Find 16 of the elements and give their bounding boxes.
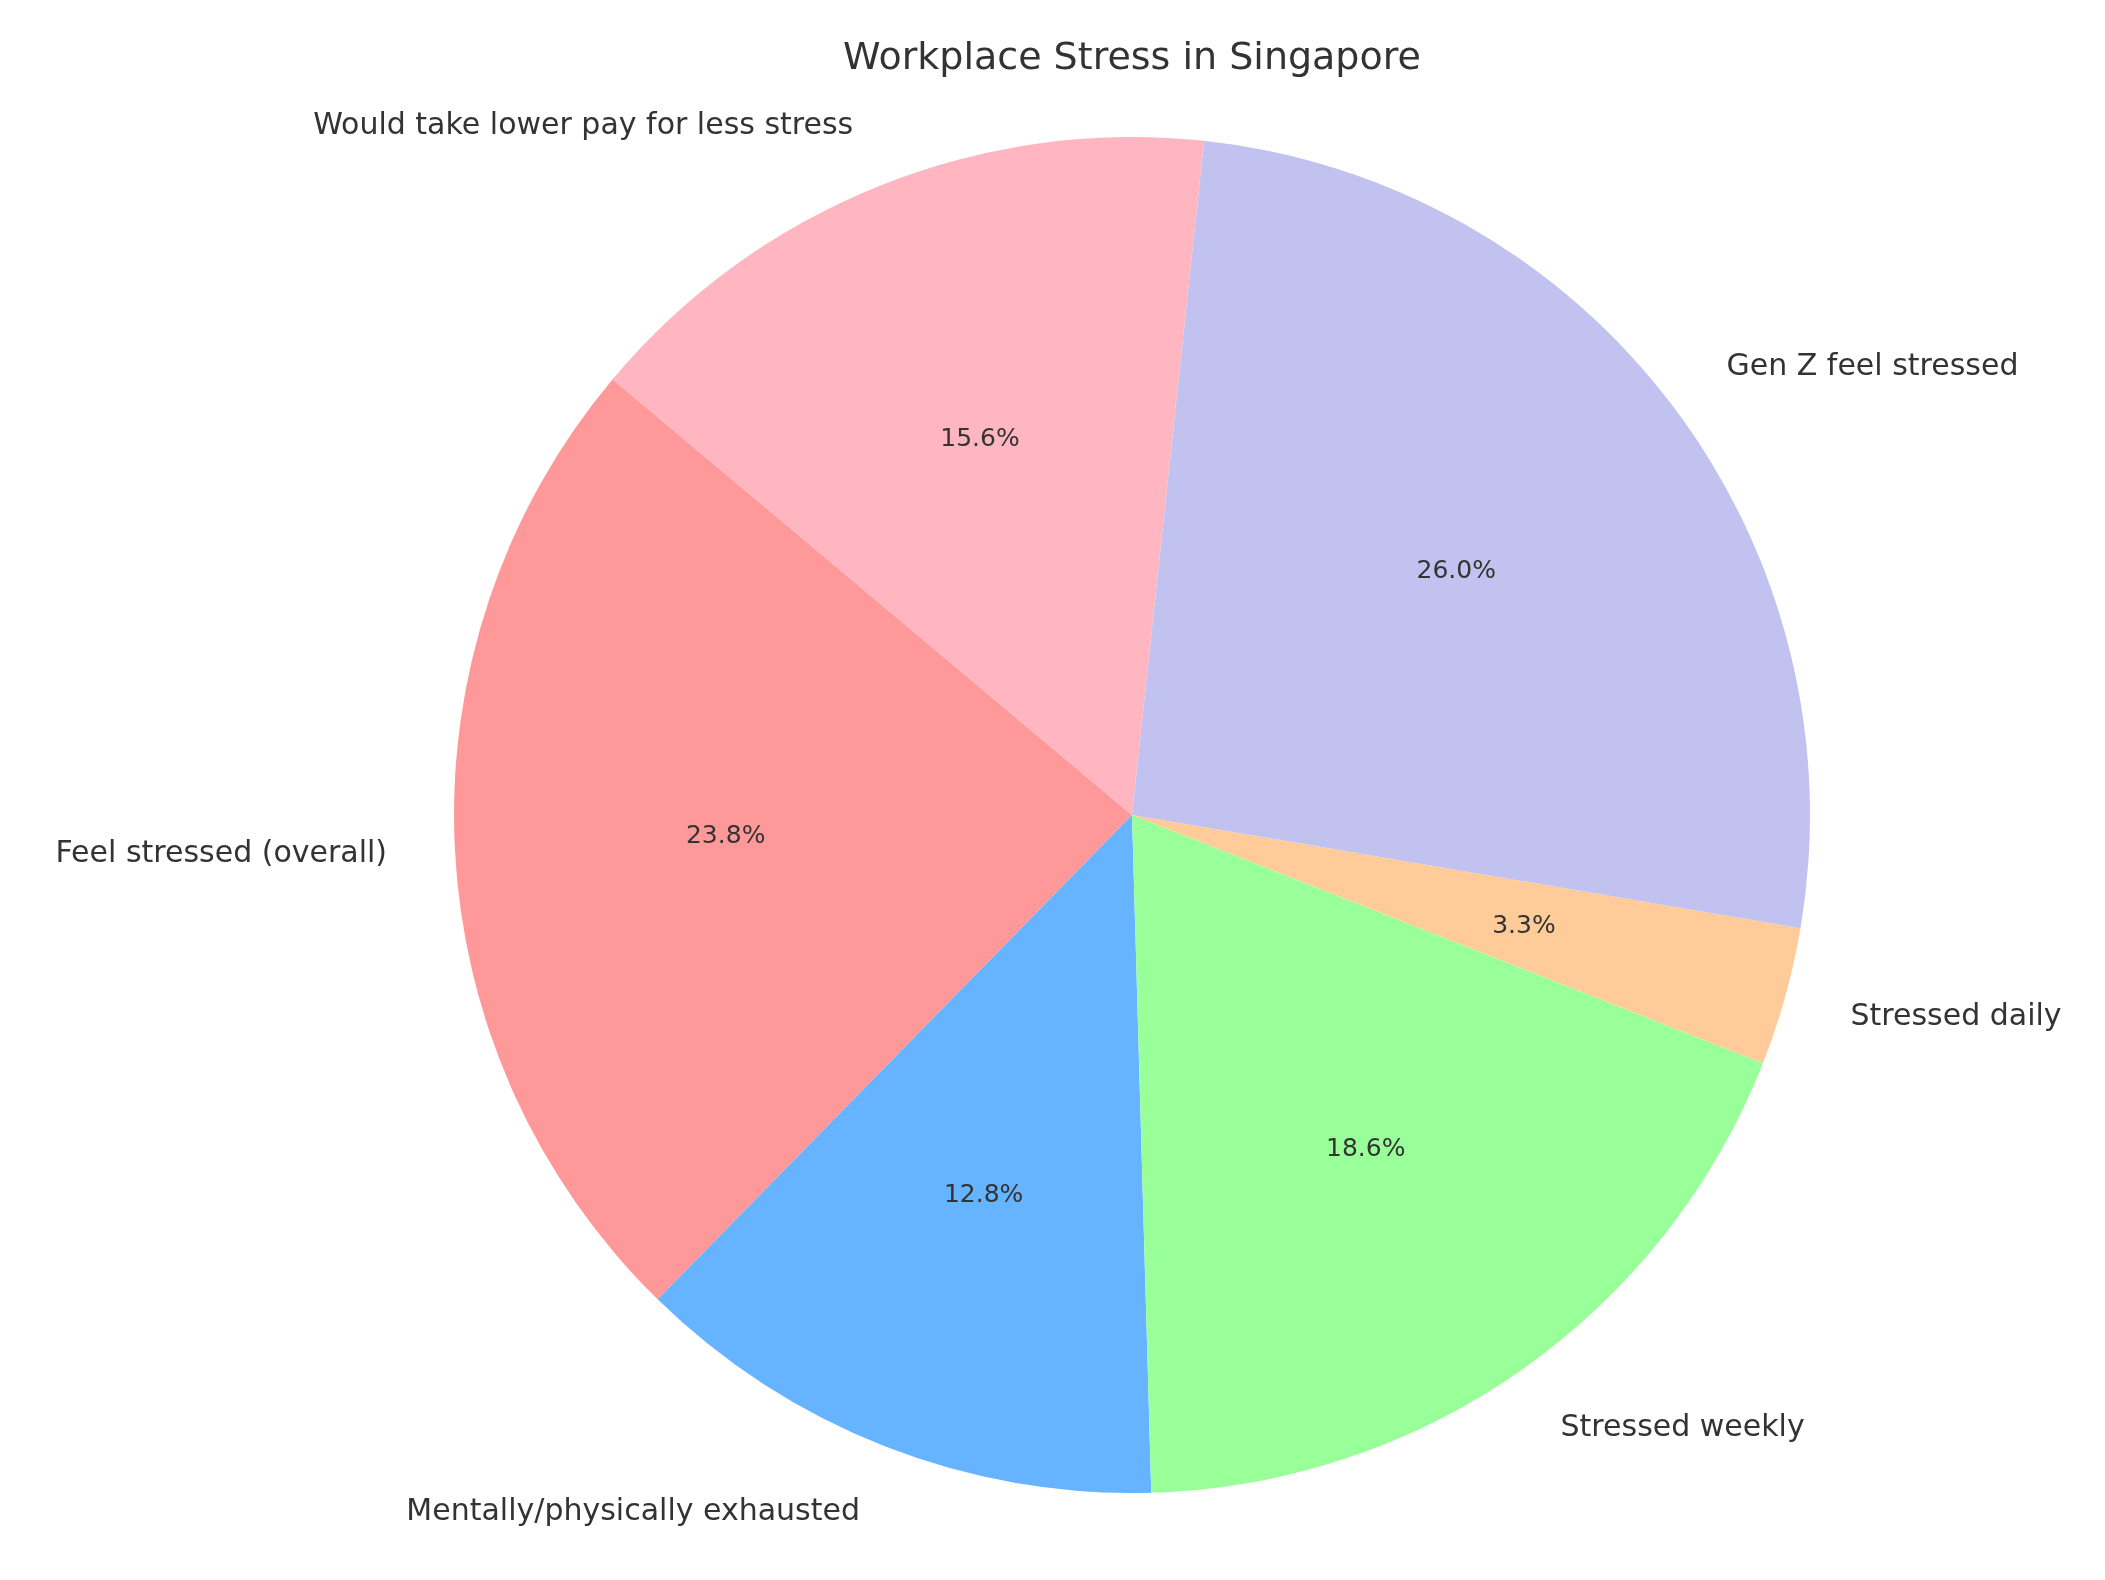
- data-label: 18.6%: [1326, 1133, 1406, 1163]
- slice-label: Mentally/physically exhausted: [406, 1491, 861, 1527]
- data-label: 12.8%: [943, 1179, 1024, 1209]
- data-label: 3.3%: [1492, 909, 1556, 939]
- slice-label: Feel stressed (overall): [55, 833, 388, 869]
- pie-slice: [657, 815, 1152, 1493]
- chart-title: Workplace Stress in Singapore: [843, 34, 1421, 78]
- pie-slice: [1132, 815, 1801, 1064]
- slice-label: Stressed weekly: [1560, 1407, 1805, 1443]
- slice-label: Gen Z feel stressed: [1726, 347, 2019, 383]
- data-label: 23.8%: [685, 820, 766, 850]
- slice-label: Stressed daily: [1850, 997, 2062, 1033]
- pie-slice: [454, 379, 1132, 1300]
- data-label: 15.6%: [940, 423, 1020, 453]
- data-label: 26.0%: [1416, 554, 1496, 584]
- slice-label: Would take lower pay for less stress: [313, 105, 854, 141]
